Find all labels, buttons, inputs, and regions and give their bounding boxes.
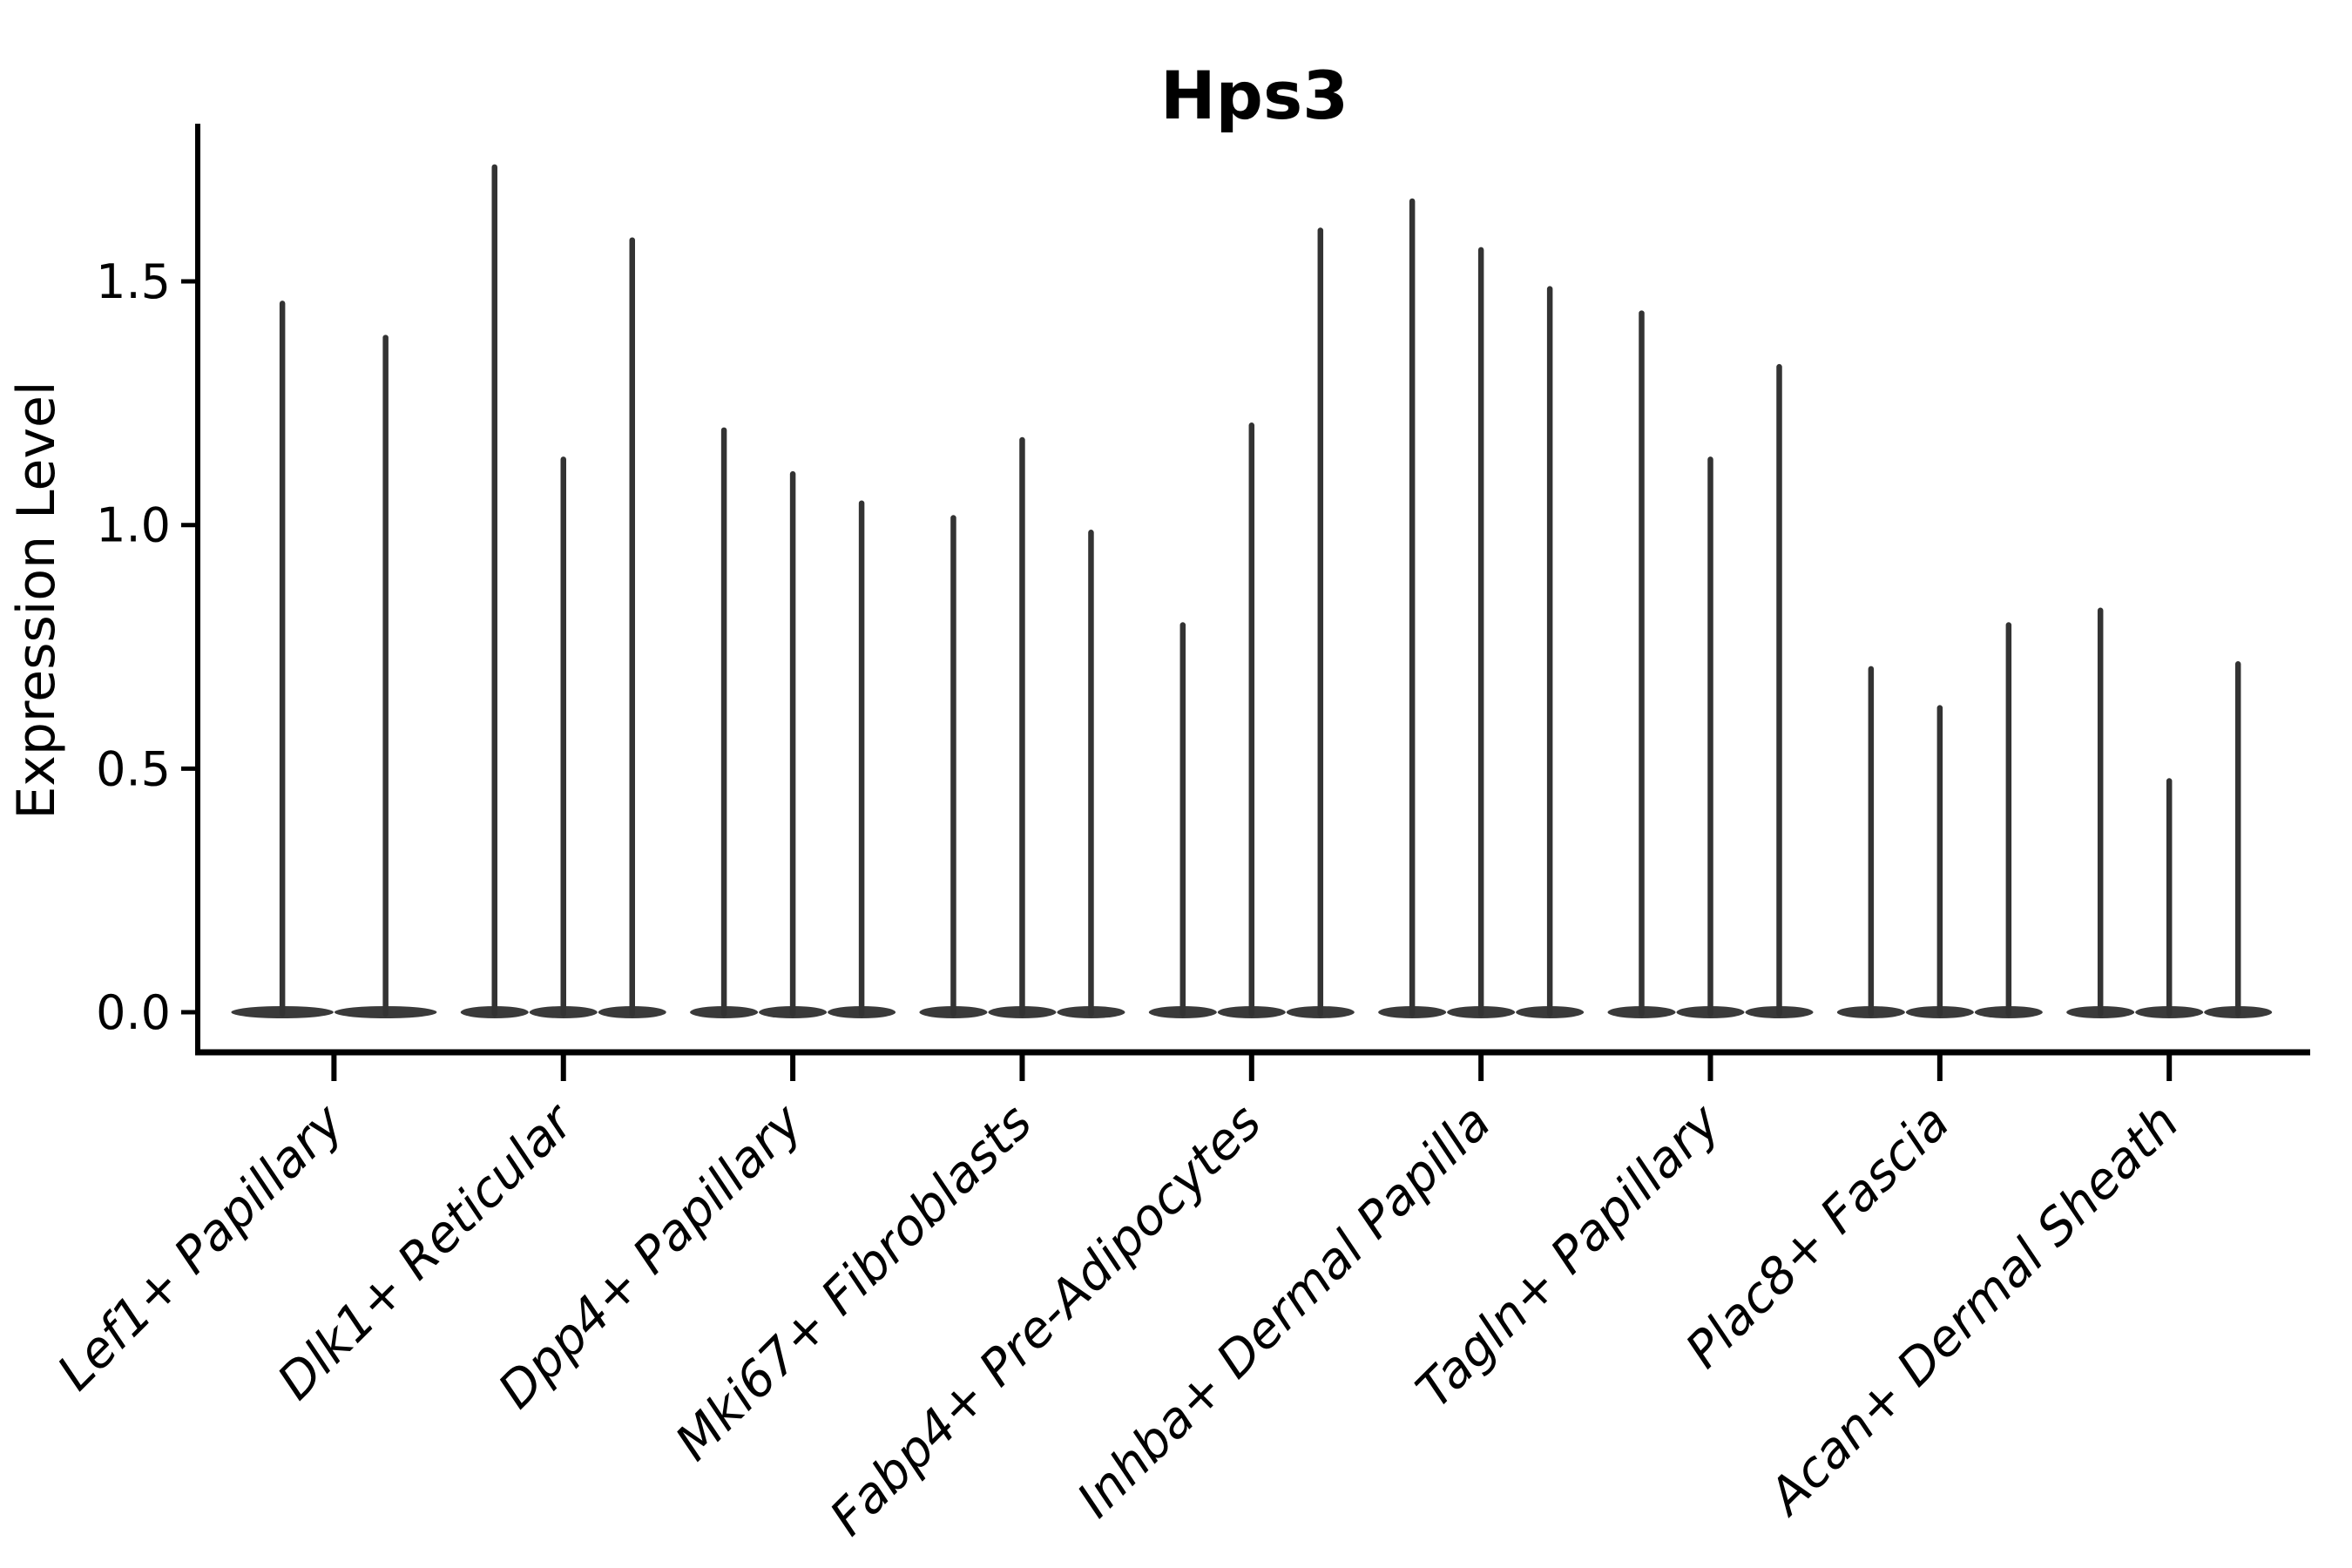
y-tick-label: 0.0 — [96, 985, 171, 1040]
chart-title: Hps3 — [1160, 57, 1348, 134]
y-tick-label: 1.0 — [96, 498, 171, 553]
y-tick-label: 0.5 — [96, 741, 171, 796]
y-tick-label: 1.5 — [96, 254, 171, 309]
y-axis-title: Expression Level — [6, 381, 67, 819]
violin-layer — [231, 164, 2273, 1018]
